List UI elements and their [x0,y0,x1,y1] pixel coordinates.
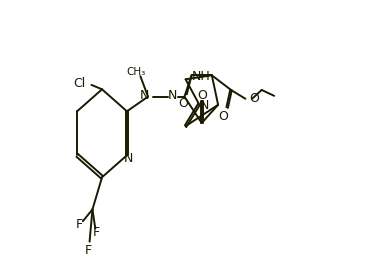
Text: O: O [197,89,207,102]
Text: F: F [93,226,100,239]
Text: NH: NH [191,70,210,83]
Text: N: N [139,89,149,102]
Text: Cl: Cl [73,77,86,90]
Text: O: O [178,97,188,110]
Text: O: O [249,92,259,105]
Text: N: N [167,89,177,102]
Text: F: F [85,244,92,257]
Text: F: F [76,218,83,231]
Text: CH₃: CH₃ [126,67,145,77]
Text: O: O [218,110,228,123]
Text: N: N [200,99,210,112]
Text: N: N [124,152,134,165]
